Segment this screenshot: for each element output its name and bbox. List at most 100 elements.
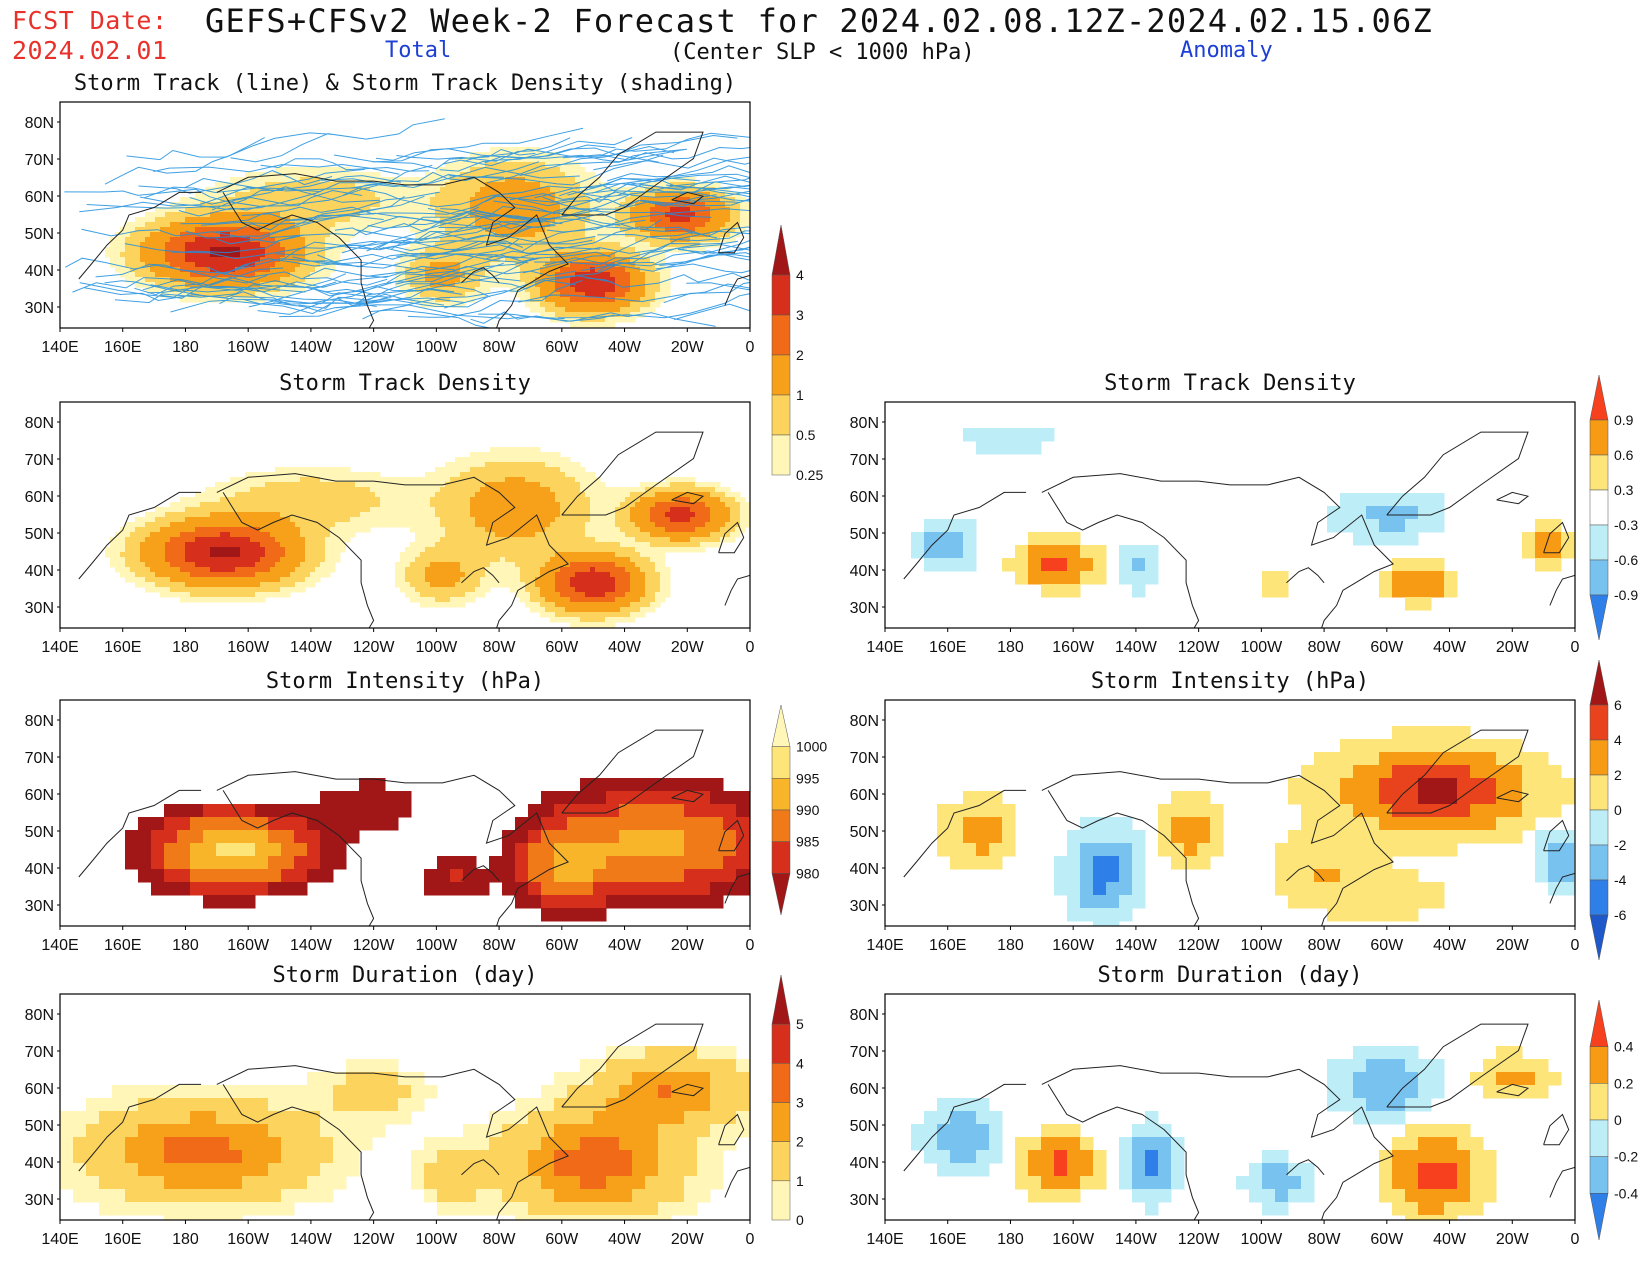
lon-label: 100W (415, 339, 458, 356)
duration-total-cbar: 5 4 3 2 1 0 (771, 974, 804, 1228)
map-field-density-anom (903, 428, 1575, 628)
colorbar-label: -2 (1614, 837, 1627, 853)
colorbar-arrow-top (1589, 659, 1609, 706)
lon-label: 160W (227, 639, 270, 656)
coastlines (78, 729, 750, 926)
lon-label: 160E (104, 1231, 141, 1248)
lon-label: 60W (1370, 1231, 1404, 1248)
lat-label: 30N (850, 898, 879, 915)
lon-label: 160E (929, 639, 966, 656)
colorbar-label: 2 (1614, 767, 1622, 783)
colorbar-segment (771, 394, 791, 436)
coastlines (78, 1023, 750, 1220)
colorbar-label: 4 (796, 1055, 804, 1071)
colorbar-label: 0.3 (1614, 482, 1634, 498)
colorbar-segment (771, 746, 791, 779)
lon-label: 140W (290, 339, 333, 356)
lat-label: 80N (25, 415, 54, 432)
map-frame (59, 993, 751, 1221)
colorbar-segment (771, 314, 791, 356)
lon-label: 120W (353, 639, 396, 656)
colorbar-segment (1589, 1046, 1609, 1084)
colorbar-segment (1589, 809, 1609, 846)
lon-label: 140E (866, 1231, 903, 1248)
lon-label: 80W (483, 937, 517, 954)
panel-title: Storm Intensity (hPa) (266, 669, 544, 694)
lon-label: 60W (545, 1231, 579, 1248)
lon-label: 160E (104, 639, 141, 656)
lat-label: 40N (850, 1155, 879, 1172)
lon-label: 20W (671, 639, 705, 656)
lon-label: 80W (483, 339, 517, 356)
lon-label: 80W (483, 1231, 517, 1248)
map-panel-density-anom: Storm Track Density 80N 70N 60N 50N 40N 30N 140… (850, 371, 1580, 656)
lat-label: 50N (25, 526, 54, 543)
lat-label: 50N (25, 1118, 54, 1135)
colorbar-segment (771, 274, 791, 316)
lon-label: 20W (671, 1231, 705, 1248)
lat-label: 70N (25, 1044, 54, 1061)
colorbar-label: 0.2 (1614, 1075, 1634, 1091)
colorbar-label: 0.4 (1614, 1039, 1634, 1055)
lat-label: 80N (850, 1007, 879, 1024)
colorbar-label: 0.9 (1614, 412, 1634, 428)
lon-label: 60W (545, 339, 579, 356)
coastlines (78, 131, 750, 328)
lon-label: 180 (172, 1231, 199, 1248)
lon-label: 0 (1571, 1231, 1580, 1248)
lon-label: 60W (1370, 639, 1404, 656)
lon-label: 40W (1433, 639, 1467, 656)
lon-label: 140W (1115, 1231, 1158, 1248)
lat-label: 50N (850, 824, 879, 841)
lat-label: 40N (25, 1155, 54, 1172)
lat-label: 60N (850, 489, 879, 506)
lon-label: 140E (41, 1231, 78, 1248)
lat-label: 70N (25, 750, 54, 767)
colorbar-label: 2 (796, 347, 804, 363)
forecast-date-label: FCST Date: (12, 6, 168, 35)
page-title: GEFS+CFSv2 Week-2 Forecast for 2024.02.0… (205, 2, 1433, 40)
lon-label: 100W (1240, 1231, 1283, 1248)
lon-label: 120W (1178, 1231, 1221, 1248)
lon-label: 0 (746, 339, 755, 356)
panel-title: Storm Track (line) & Storm Track Density… (74, 71, 736, 96)
lon-label: 160E (104, 937, 141, 954)
lon-label: 140W (290, 639, 333, 656)
lon-label: 20W (671, 937, 705, 954)
colorbar-label: 4 (1614, 732, 1622, 748)
lon-label: 0 (746, 937, 755, 954)
lon-label: 0 (1571, 937, 1580, 954)
lat-label: 70N (850, 452, 879, 469)
colorbar-label: -0.6 (1614, 552, 1638, 568)
colorbar-label: 0.25 (796, 467, 823, 483)
lon-label: 140W (290, 937, 333, 954)
panel-title: Storm Duration (day) (1098, 963, 1363, 988)
lat-label: 60N (25, 489, 54, 506)
colorbar-label: 990 (796, 802, 820, 818)
intensity-total-cbar: 1000 995 990 985 980 (771, 704, 827, 916)
colorbar-segment (1589, 844, 1609, 881)
lon-label: 120W (1178, 937, 1221, 954)
colorbar-label: 0.6 (1614, 447, 1634, 463)
lon-label: 160W (227, 1231, 270, 1248)
lat-label: 40N (25, 861, 54, 878)
lon-label: 140E (41, 339, 78, 356)
colorbar-label: 0.5 (796, 427, 816, 443)
map-panel-density-total: Storm Track Density 80N 70N 60N 50N 40N 30N 140… (25, 371, 755, 656)
lat-label: 60N (850, 787, 879, 804)
lon-label: 180 (997, 1231, 1024, 1248)
lat-label: 60N (25, 1081, 54, 1098)
map-frame (59, 101, 751, 329)
colorbar-arrow-bottom (1589, 914, 1609, 961)
colorbar-label: 995 (796, 770, 820, 786)
storm-track-lines (64, 118, 750, 328)
lon-label: 160W (227, 937, 270, 954)
coastlines (903, 1023, 1575, 1220)
colorbar-label: -0.2 (1614, 1149, 1638, 1165)
lon-label: 160E (104, 339, 141, 356)
lon-label: 140E (41, 937, 78, 954)
colorbar-label: -0.3 (1614, 517, 1638, 533)
lon-label: 120W (1178, 639, 1221, 656)
lat-label: 70N (25, 452, 54, 469)
lon-label: 40W (1433, 1231, 1467, 1248)
